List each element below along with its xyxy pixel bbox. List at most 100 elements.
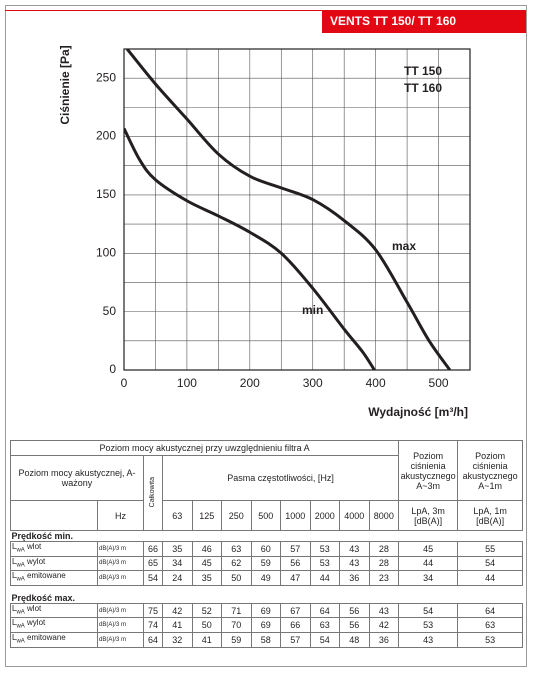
value-cell: 44 — [398, 555, 459, 572]
value-cell: 28 — [368, 541, 400, 557]
bands-label: Pasma częstotliwości, [Hz] — [161, 455, 400, 501]
model-label: TT 160 — [404, 81, 442, 95]
curve — [125, 49, 452, 370]
value-cell: 42 — [368, 617, 400, 633]
chart: 0 100 200 300 400 500 0 50 100 150 200 250 Ciśnienie… — [58, 45, 471, 419]
data-row: LwA wylot dB(A)/3 m 65 34 45 62 59 56 53 43 28 44 54 — [10, 555, 524, 572]
value-cell: 60 — [250, 541, 281, 557]
row-subscript: wA — [16, 623, 25, 630]
value-cell: 45 — [398, 541, 459, 557]
value-cell: 57 — [280, 631, 311, 648]
table-title: Poziom mocy akustycznej przy uwzględnien… — [9, 440, 400, 456]
value-cell: 50 — [191, 617, 222, 633]
row-label: LwA emitowane — [10, 570, 98, 586]
x-tick-label: 0 — [121, 376, 128, 390]
row-symbol: L — [12, 556, 17, 566]
value-cell: 65 — [143, 555, 163, 572]
value-cell: 35 — [162, 541, 193, 557]
row-unit: dB(A)/3 m — [97, 555, 144, 572]
row-subscript: wA — [16, 638, 25, 645]
section-title: Prędkość min. — [10, 530, 523, 542]
value-cell: 63 — [457, 617, 524, 633]
pressure-1m-header: Poziom ciśnienia akustycznego A~1m — [457, 440, 524, 501]
value-cell: 55 — [457, 541, 524, 557]
row-name: wylot — [27, 618, 46, 628]
row-symbol: L — [12, 571, 17, 581]
data-row: LwA emitowane dB(A)/3 m 54 24 35 50 49 47 44 36 23… — [10, 570, 524, 586]
value-cell: 59 — [221, 631, 252, 648]
value-cell: 71 — [221, 602, 252, 619]
value-cell: 50 — [221, 570, 252, 586]
row-symbol: L — [12, 632, 17, 642]
band-label: 1000 — [280, 500, 311, 531]
value-cell: 34 — [162, 555, 193, 572]
row-unit: dB(A)/3 m — [97, 570, 144, 586]
value-cell: 53 — [309, 541, 340, 557]
value-cell: 53 — [457, 631, 524, 648]
row-unit: dB(A)/3 m — [97, 617, 144, 633]
band-label: 500 — [250, 500, 281, 531]
header-title: VENTS TT 150/ TT 160 — [322, 10, 526, 33]
row-name: wlot — [27, 542, 42, 551]
value-cell: 74 — [143, 617, 163, 633]
plot-frame — [123, 48, 471, 371]
data-row: LwA wlot dB(A)/3 m 75 42 52 71 69 67 64 56 43 54 64 — [10, 602, 524, 619]
value-cell: 59 — [250, 555, 281, 572]
value-cell: 23 — [368, 570, 400, 586]
row-unit: dB(A)/3 m — [97, 541, 144, 557]
row-label: LwA emitowane — [10, 631, 98, 648]
row-unit: dB(A)/3 m — [97, 631, 144, 648]
section-title: Prędkość max. — [10, 584, 523, 604]
value-cell: 42 — [162, 602, 193, 619]
value-cell: 44 — [457, 570, 524, 586]
value-cell: 54 — [143, 570, 163, 586]
header-rule — [5, 10, 322, 11]
hz-label: Hz — [97, 500, 144, 531]
band-label: 125 — [191, 500, 222, 531]
value-cell: 53 — [398, 617, 459, 633]
value-cell: 57 — [280, 541, 311, 557]
header-row: Hz 63 125 250 500 1000 2000 4000 8000 LpA, 3m [dB… — [10, 500, 524, 531]
total-header: Całkowita — [143, 455, 163, 531]
value-cell: 75 — [143, 602, 163, 619]
value-cell: 54 — [457, 555, 524, 572]
value-cell: 54 — [309, 631, 340, 648]
value-cell: 24 — [162, 570, 193, 586]
value-cell: 63 — [221, 541, 252, 557]
x-tick-label: 400 — [366, 376, 386, 390]
row-symbol: L — [12, 618, 17, 628]
value-cell: 43 — [339, 541, 370, 557]
row-name: emitowane — [27, 571, 66, 581]
value-cell: 46 — [191, 541, 222, 557]
x-axis-label: Wydajność [m³/h] — [368, 405, 468, 419]
y-tick-label: 150 — [96, 187, 116, 201]
lpa-1m-label: LpA, 1m [dB(A)] — [457, 500, 524, 531]
value-cell: 41 — [162, 617, 193, 633]
data-row: LwA wylot dB(A)/3 m 74 41 50 70 69 66 63 56 42 53 63 — [10, 617, 524, 633]
row-subscript: wA — [16, 562, 25, 569]
value-cell: 66 — [280, 617, 311, 633]
empty-cell — [10, 500, 98, 531]
y-tick-label: 250 — [96, 70, 116, 84]
band-label: 63 — [162, 500, 193, 531]
x-tick-label: 300 — [303, 376, 323, 390]
value-cell: 66 — [143, 541, 163, 557]
y-tick-label: 0 — [109, 362, 116, 376]
value-cell: 35 — [191, 570, 222, 586]
band-label: 4000 — [339, 500, 370, 531]
value-cell: 56 — [280, 555, 311, 572]
value-cell: 70 — [221, 617, 252, 633]
value-cell: 41 — [191, 631, 222, 648]
value-cell: 43 — [398, 631, 459, 648]
row-subscript: wA — [16, 547, 25, 554]
x-tick-label: 200 — [240, 376, 260, 390]
section-row: Prędkość min. — [10, 530, 523, 542]
row-symbol: L — [12, 603, 17, 613]
data-row: LwA emitowane dB(A)/3 m 64 32 41 59 58 57 54 48 36… — [10, 631, 524, 648]
value-cell: 63 — [309, 617, 340, 633]
row-name: emitowane — [27, 632, 66, 642]
y-axis-label: Ciśnienie [Pa] — [58, 45, 72, 124]
y-tick-label: 50 — [103, 304, 117, 318]
value-cell: 64 — [457, 602, 524, 619]
